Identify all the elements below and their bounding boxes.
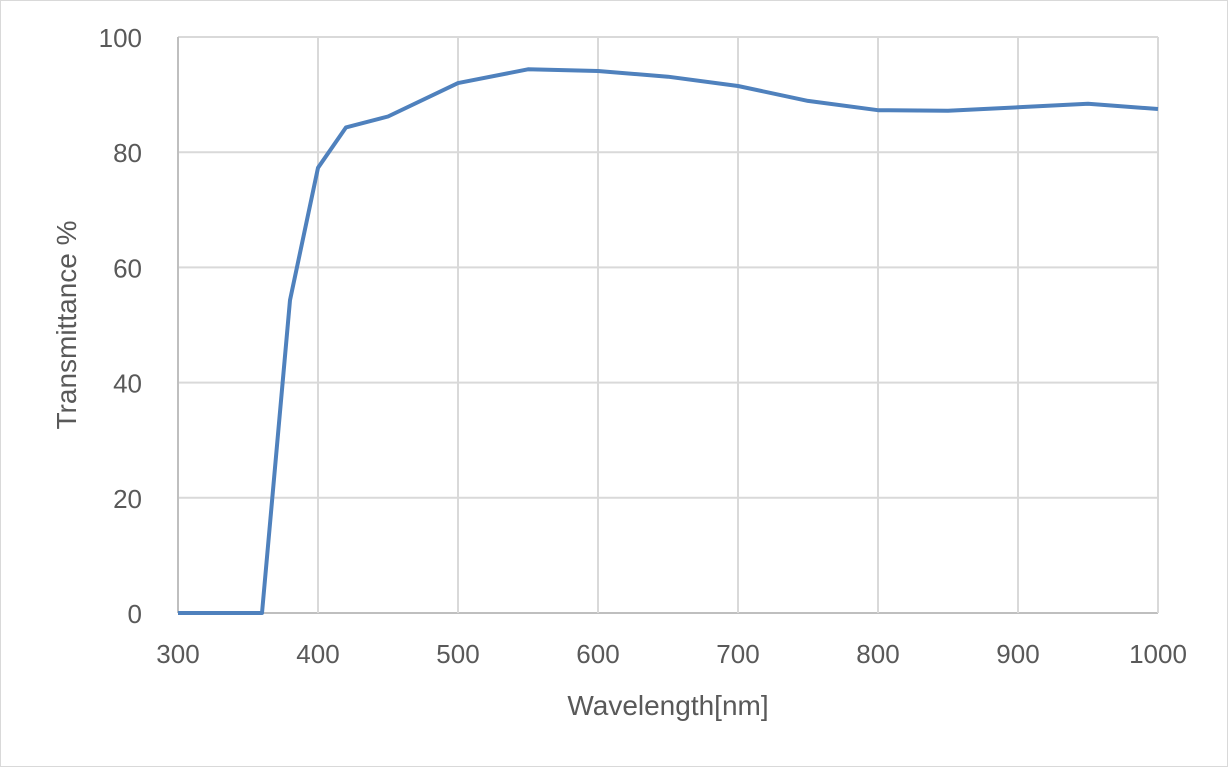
y-tick-label: 20 <box>113 484 142 514</box>
x-tick-label: 500 <box>436 639 479 669</box>
grid <box>177 36 1159 614</box>
series-line <box>178 67 1159 615</box>
x-tick-label: 300 <box>156 639 199 669</box>
x-tick-label: 900 <box>996 639 1039 669</box>
y-tick-labels: 0 20 40 60 80 100 <box>99 23 142 629</box>
y-tick-label: 0 <box>128 599 142 629</box>
x-tick-label: 1000 <box>1129 639 1187 669</box>
x-tick-labels: 300 400 500 600 700 800 900 1000 <box>156 639 1187 669</box>
y-tick-label: 80 <box>113 138 142 168</box>
y-tick-label: 100 <box>99 23 142 53</box>
y-axis-label: Transmittance % <box>51 220 82 429</box>
x-tick-label: 400 <box>296 639 339 669</box>
y-tick-label: 60 <box>113 253 142 283</box>
y-tick-label: 40 <box>113 369 142 399</box>
x-tick-label: 800 <box>856 639 899 669</box>
x-tick-label: 700 <box>716 639 759 669</box>
x-axis-label: Wavelength[nm] <box>567 690 768 721</box>
x-tick-label: 600 <box>576 639 619 669</box>
